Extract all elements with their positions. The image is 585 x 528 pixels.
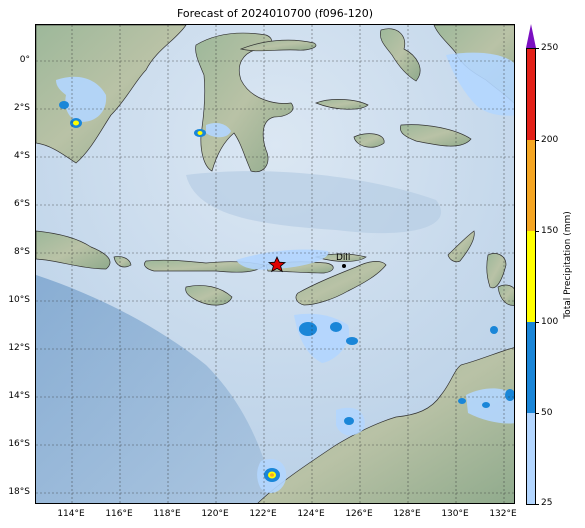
java-east [36,230,111,270]
dili-marker [342,264,346,268]
lombok-sumbawa [144,259,265,273]
colorbar-tick-label: 25 [541,498,553,508]
colorbar-segment-100-150 [527,231,535,322]
sumba [185,285,233,306]
lon-label: 122°E [249,509,277,519]
colorbar-tick-mark [536,231,539,232]
sulawesi-north-arm [239,39,317,52]
timor [295,261,387,306]
colorbar-tick-label: 100 [541,317,559,327]
map-title: Forecast of 2024010700 (f096-120) [176,7,374,20]
lat-label: 6°S [14,199,30,209]
halmahera [380,28,421,82]
precip-150-200 [270,473,274,477]
precip-50-100 [59,101,514,482]
lat-label: 14°S [8,391,30,401]
lon-label: 118°E [153,509,181,519]
colorbar-tick-mark [536,413,539,414]
red-star-marker[interactable] [267,256,287,273]
kai-aru [486,253,507,289]
colorbar-segment-200-250 [527,49,535,140]
lat-label: 18°S [8,487,30,497]
australia [257,347,514,503]
lat-label: 16°S [8,439,30,449]
colorbar-tick-label: 250 [541,43,559,53]
lon-label: 124°E [297,509,325,519]
gridlines [36,25,514,503]
wetar-alor [314,253,367,262]
bali [113,256,132,268]
deep-sea-southwest [36,275,276,503]
lon-label: 126°E [345,509,373,519]
lat-label: 4°S [14,151,30,161]
lat-label: 0° [19,55,30,65]
seram [400,124,472,147]
borneo [36,25,187,164]
colorbar-tick-mark [536,504,539,505]
tanimbar [447,230,475,263]
maluku-island-1 [315,99,369,110]
colorbar-segment-25-50 [527,413,535,504]
lon-label: 128°E [393,509,421,519]
lat-label: 12°S [8,343,30,353]
colorbar-tick-mark [536,322,539,323]
map-canvas[interactable]: Dili [36,25,515,504]
maluku-island-2 [353,133,385,148]
colorbar-tick-label: 200 [541,135,559,145]
lat-label: 2°S [14,103,30,113]
banda-sea-basin [186,171,442,234]
landmasses [36,25,514,503]
lat-label: 8°S [14,247,30,257]
colorbar-extend-arrow [526,24,536,48]
lat-label: 10°S [8,295,30,305]
dili-label: Dili [336,253,350,263]
aru-east [497,284,514,306]
lon-label: 132°E [489,509,517,519]
colorbar-tick-mark [536,140,539,141]
map-frame[interactable]: Dili [35,24,515,504]
lon-label: 120°E [201,509,229,519]
lon-label: 114°E [57,509,85,519]
colorbar-segment-150-200 [527,140,535,231]
colorbar-segment-50-100 [527,322,535,413]
colorbar [526,48,536,505]
colorbar-tick-label: 50 [541,408,553,418]
colorbar-tick-mark [536,48,539,49]
lon-label: 130°E [441,509,469,519]
colorbar-tick-label: 150 [541,226,559,236]
lon-label: 116°E [105,509,133,519]
colorbar-label: Total Precipitation (mm) [563,211,573,319]
